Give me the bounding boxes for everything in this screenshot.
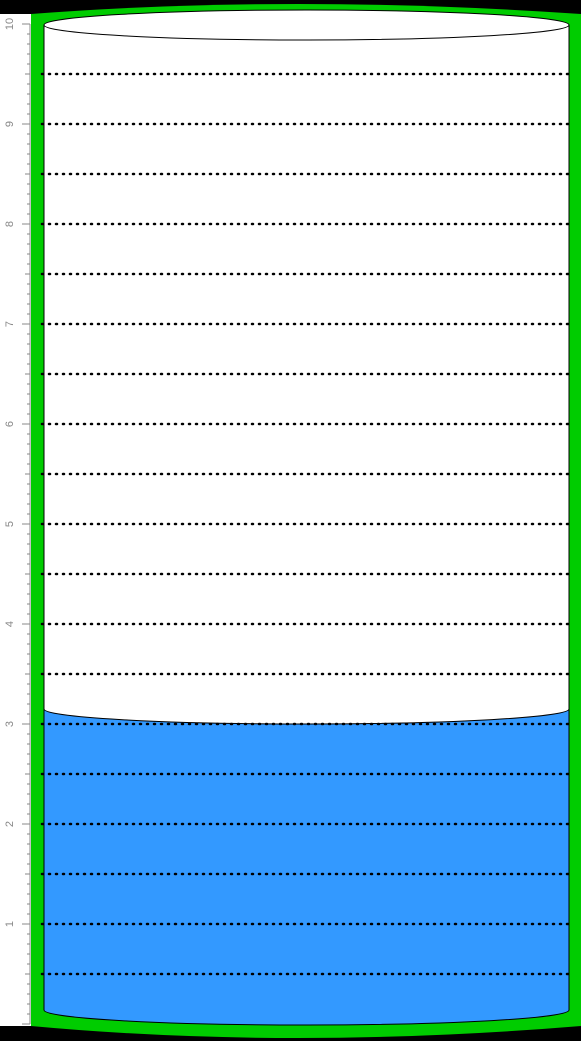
y-tick-label: 8 [4,221,16,227]
y-tick-label: 3 [4,721,16,727]
y-tick-label: 7 [4,321,16,327]
liquid-fill [44,709,569,1025]
y-tick-label: 4 [4,621,16,627]
axis-strip [0,14,31,1026]
cylinder-top-rim [43,9,570,41]
y-tick-label: 6 [4,421,16,427]
y-tick-label: 5 [4,521,16,527]
liquid-surface [43,708,570,725]
y-tick-label: 1 [4,921,16,927]
y-tick-label: 10 [4,18,16,30]
cylinder-base-outline [43,1009,570,1026]
y-tick-label: 9 [4,121,16,127]
y-tick-label: 2 [4,821,16,827]
